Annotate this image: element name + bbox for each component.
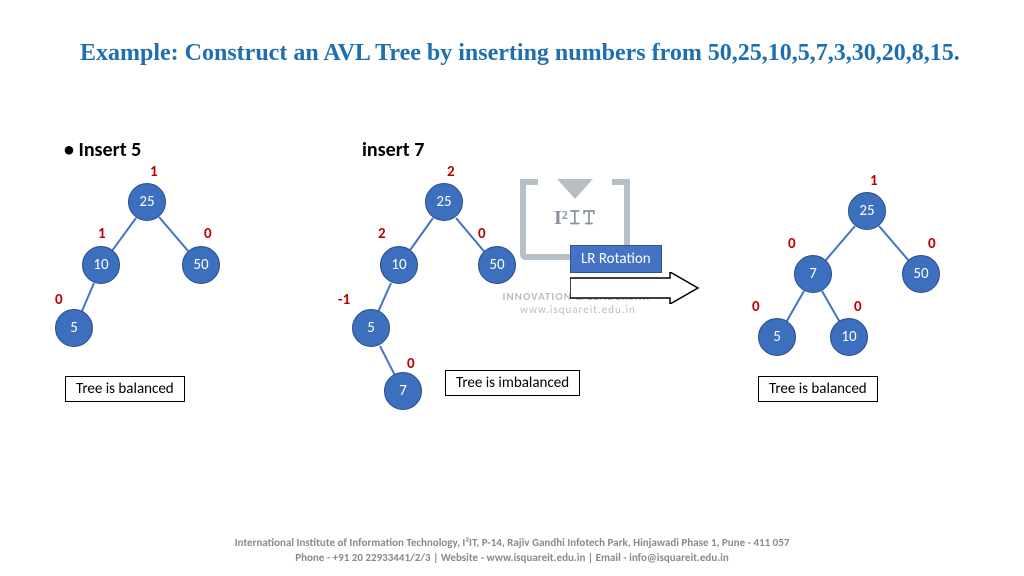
tree-edge [159, 217, 190, 252]
tree-node: 5 [758, 318, 796, 356]
caption-t3: Tree is balanced [758, 376, 878, 402]
balance-factor: 2 [447, 163, 455, 181]
tree-edge [111, 218, 136, 251]
tree-edge [379, 345, 396, 375]
tree-edge [409, 218, 434, 251]
tree-node: 50 [902, 255, 940, 293]
tree-edge [378, 283, 392, 312]
balance-factor: 0 [407, 355, 415, 373]
balance-factor: 0 [204, 225, 212, 243]
tree-node: 25 [848, 192, 886, 230]
footer-line2: Phone - +91 20 22933441/2/3 | Website - … [0, 551, 1024, 566]
tree-node: 7 [794, 255, 832, 293]
balance-factor: 1 [98, 225, 106, 243]
tree-edge [81, 283, 95, 312]
balance-factor: 0 [752, 298, 760, 316]
balance-factor: 0 [854, 298, 862, 316]
tree-node: 50 [182, 246, 220, 284]
balance-factor: 0 [478, 225, 486, 243]
footer: International Institute of Information T… [0, 536, 1024, 566]
tree-node: 50 [478, 246, 516, 284]
balance-factor: 1 [150, 163, 158, 181]
tree-node: 5 [55, 309, 93, 347]
balance-factor: 1 [870, 172, 878, 190]
balance-factor: 0 [788, 235, 796, 253]
tree-edge [879, 226, 910, 261]
caption-t1: Tree is balanced [65, 376, 185, 402]
balance-factor: 0 [55, 291, 63, 309]
tree-edge [825, 226, 856, 261]
tree-node: 10 [82, 246, 120, 284]
tree-node: 10 [380, 246, 418, 284]
rotation-arrow-icon [570, 272, 700, 304]
balance-factor: 2 [378, 225, 386, 243]
tree-node: 25 [425, 183, 463, 221]
footer-line1: International Institute of Information T… [0, 536, 1024, 551]
tree-node: 5 [352, 309, 390, 347]
rotation-label: LR Rotation [570, 245, 662, 273]
tree-edge [822, 291, 841, 322]
balance-factor: -1 [338, 291, 350, 309]
tree-node: 10 [830, 318, 868, 356]
tree-edge [786, 291, 805, 322]
diagram-canvas: 251101500502521025005-1702517050050100 [0, 0, 1024, 576]
caption-t2: Tree is imbalanced [445, 370, 580, 396]
balance-factor: 0 [928, 235, 936, 253]
tree-node: 7 [384, 372, 422, 410]
tree-node: 25 [128, 183, 166, 221]
